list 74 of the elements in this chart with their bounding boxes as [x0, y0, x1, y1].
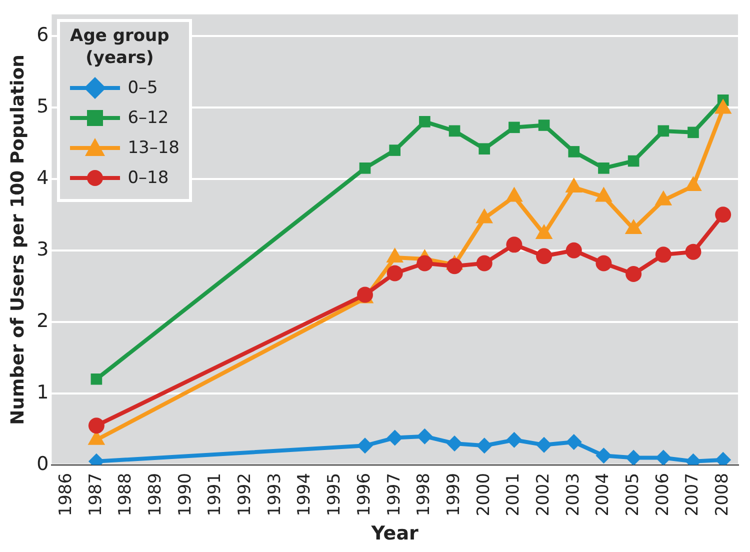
point	[536, 248, 552, 264]
point	[506, 236, 522, 253]
point	[626, 266, 642, 282]
point	[448, 125, 460, 137]
point	[357, 438, 374, 454]
x-tick-label: 1996	[354, 472, 374, 516]
y-tick-label: 1	[36, 381, 49, 404]
x-tick-label: 2008	[712, 472, 732, 516]
point	[478, 143, 490, 155]
point	[655, 246, 672, 263]
point	[566, 434, 582, 450]
point	[658, 125, 670, 137]
x-tick-label: 2000	[474, 472, 494, 516]
legend-label: 0–5	[128, 78, 158, 98]
point	[416, 428, 433, 444]
point	[386, 430, 403, 446]
x-tick-label: 1995	[324, 472, 345, 516]
x-tick-label: 1994	[294, 472, 315, 516]
x-tick-label: 2006	[652, 472, 673, 516]
point	[419, 116, 430, 128]
point	[446, 435, 463, 452]
point	[508, 122, 520, 134]
point	[655, 450, 672, 465]
legend-label: 0–18	[128, 168, 169, 188]
legend-label: 13–18	[128, 138, 180, 158]
y-tick-label: 3	[36, 238, 49, 260]
point	[476, 255, 492, 272]
y-tick-label: 0	[36, 452, 49, 475]
point	[715, 206, 732, 223]
point	[506, 432, 522, 448]
x-tick-label: 1989	[146, 472, 166, 516]
point	[416, 255, 433, 272]
point	[685, 244, 702, 260]
x-tick-label: 1991	[205, 472, 226, 516]
point	[90, 373, 102, 385]
point	[389, 144, 400, 156]
point	[446, 258, 463, 274]
legend-label: 6–12	[128, 108, 169, 128]
point	[386, 265, 403, 282]
point	[359, 162, 371, 174]
point	[568, 146, 580, 158]
x-tick-label: 1998	[414, 472, 434, 516]
y-tick-label: 6	[36, 24, 49, 46]
x-tick-label: 2003	[563, 472, 584, 516]
point	[536, 436, 552, 453]
y-tick-label: 5	[36, 95, 49, 118]
point	[688, 126, 699, 138]
x-tick-label: 2007	[682, 472, 703, 516]
x-tick-label: 2002	[533, 472, 554, 516]
point	[476, 438, 492, 454]
x-axis-title: Year	[370, 522, 420, 545]
point	[538, 120, 550, 131]
legend-title: Age group (years)	[70, 26, 170, 69]
point	[566, 242, 582, 258]
point	[626, 450, 642, 465]
point	[598, 162, 610, 174]
point	[596, 255, 612, 272]
x-tick-label: 1988	[116, 472, 136, 516]
x-tick-label: 2001	[504, 472, 524, 516]
point	[628, 155, 640, 167]
x-tick-label: 1997	[384, 472, 404, 516]
x-tick-label: 1992	[235, 472, 256, 516]
y-tick-label: 2	[36, 310, 49, 332]
y-tick-label: 4	[36, 166, 49, 189]
x-tick-label: 1987	[86, 472, 106, 516]
point	[596, 448, 612, 464]
x-tick-label: 2005	[622, 472, 643, 516]
x-tick-label: 1999	[444, 472, 464, 516]
x-tick-label: 1993	[264, 472, 285, 516]
y-axis-title: Number of Users per 100 Population	[7, 54, 28, 425]
x-tick-label: 1986	[56, 472, 76, 516]
x-tick-label: 1990	[175, 472, 196, 516]
point	[88, 418, 104, 434]
x-tick-label: 2004	[593, 472, 614, 516]
